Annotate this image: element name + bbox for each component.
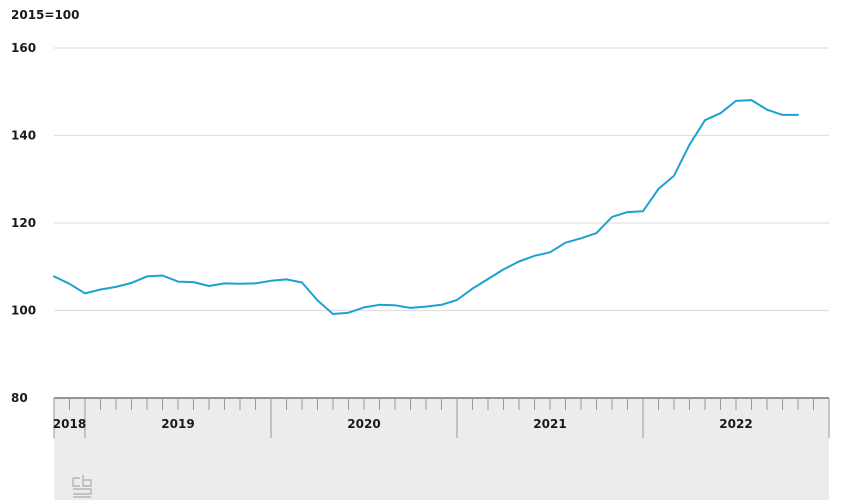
y-tick-label: 140 <box>11 129 36 143</box>
y-tick-label: 120 <box>11 216 36 230</box>
x-year-label: 2022 <box>719 417 752 431</box>
series-line <box>53 99 799 315</box>
gridlines <box>54 47 829 312</box>
y-tick-label: 100 <box>11 304 36 318</box>
x-year-label: 2018 <box>53 417 86 431</box>
y-tick-label: 160 <box>11 41 36 55</box>
x-year-label: 2020 <box>347 417 380 431</box>
series-points <box>53 99 799 315</box>
y-tick-label: 80 <box>11 391 28 405</box>
x-axis: 2018 2019 2020 2021 2022 <box>53 397 830 438</box>
x-year-label: 2019 <box>161 417 194 431</box>
x-axis-band <box>54 398 829 500</box>
y-axis-tick-labels: 80 100 120 140 160 <box>11 41 36 405</box>
cbs-logo-icon <box>72 475 92 498</box>
x-year-label: 2021 <box>533 417 566 431</box>
y-unit-label: 2015=100 <box>11 8 80 22</box>
